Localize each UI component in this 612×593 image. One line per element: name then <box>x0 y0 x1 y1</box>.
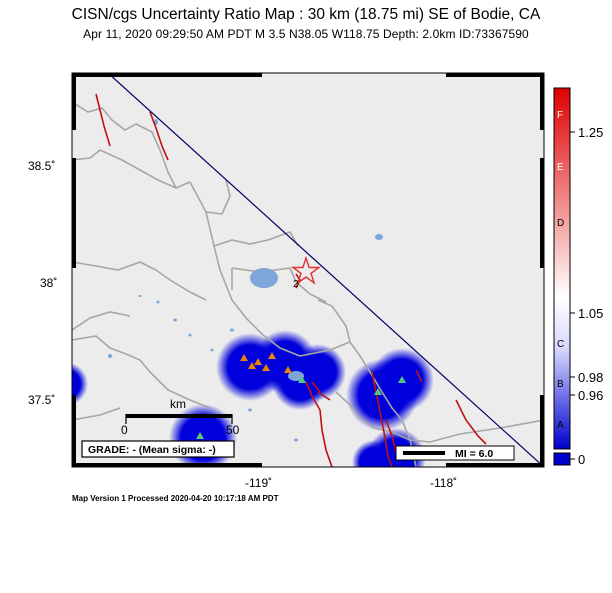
station-marker <box>298 376 306 383</box>
grade-box: GRADE: - (Mean sigma: -) <box>81 440 235 458</box>
station-marker <box>268 352 276 359</box>
event-info: Apr 11, 2020 09:29:50 AM PDT M 3.5 N38.0… <box>83 27 529 41</box>
colorbar-value: 0 <box>578 452 585 467</box>
scale-left: 0 <box>121 423 128 437</box>
region-boundary-line <box>107 73 544 467</box>
scale-right: 50 <box>226 423 240 437</box>
map-frame <box>71 72 545 468</box>
station-marker <box>398 376 406 383</box>
scale-unit: km <box>170 397 186 411</box>
colorbar-value: 0.98 <box>578 370 603 385</box>
grade-letter: B <box>557 379 564 390</box>
station-marker <box>374 388 382 395</box>
station-marker <box>196 432 204 439</box>
grade-letter: A <box>557 420 564 431</box>
lat-tick: 38.5˚ <box>28 159 55 173</box>
water-bodies <box>108 119 383 442</box>
scale-bar: km 0 50 <box>121 397 240 437</box>
station-marker <box>248 362 256 369</box>
mi-legend: MI = 6.0 <box>395 445 515 461</box>
station-marker <box>262 364 270 371</box>
mi-text: MI = 6.0 <box>455 448 493 460</box>
colorbar-value: 0.96 <box>578 388 603 403</box>
epicenter-star-icon <box>290 255 322 285</box>
station-marker <box>254 358 262 365</box>
fault-lines <box>95 93 487 467</box>
colorbar-zero-swatch <box>553 452 571 466</box>
epicenter-label: 2 <box>293 279 299 290</box>
grade-letter: F <box>557 110 563 121</box>
colorbar-value: 1.25 <box>578 125 603 140</box>
processing-note: Map Version 1 Processed 2020-04-20 10:17… <box>72 494 279 503</box>
lon-tick: -119˚ <box>245 476 272 490</box>
grade-letter: C <box>557 339 564 350</box>
colorbar-value: 1.05 <box>578 306 603 321</box>
grade-text: GRADE: - (Mean sigma: -) <box>88 444 216 456</box>
colorbar: F E D C B A 1.25 1.05 0.98 0.96 0 <box>553 87 603 467</box>
county-borders <box>72 101 544 467</box>
grade-letter: D <box>557 218 564 229</box>
map-title: CISN/cgs Uncertainty Ratio Map : 30 km (… <box>71 6 541 23</box>
lat-tick: 38˚ <box>40 276 57 290</box>
lat-tick: 37.5˚ <box>28 393 55 407</box>
lon-tick: -118˚ <box>430 476 457 490</box>
grade-letter: E <box>557 162 564 173</box>
stations <box>196 352 406 439</box>
station-marker <box>284 366 292 373</box>
station-marker <box>240 354 248 361</box>
